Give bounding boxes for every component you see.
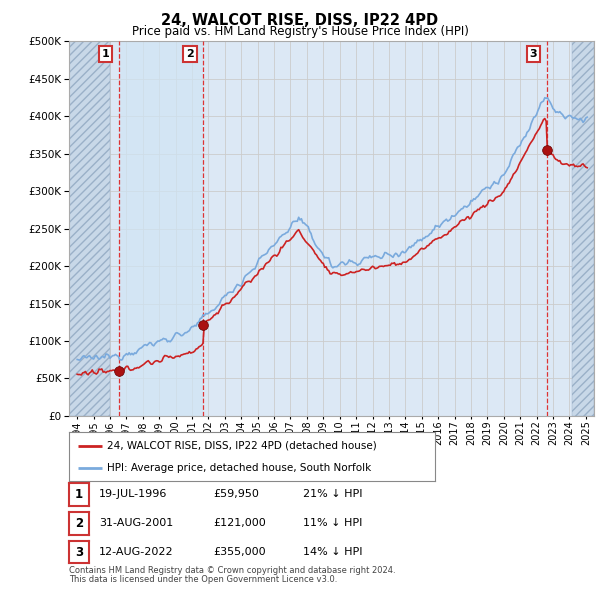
Text: 11% ↓ HPI: 11% ↓ HPI <box>303 519 362 528</box>
Text: 2: 2 <box>75 517 83 530</box>
Bar <box>69 41 110 416</box>
Text: This data is licensed under the Open Government Licence v3.0.: This data is licensed under the Open Gov… <box>69 575 337 584</box>
Text: £59,950: £59,950 <box>213 490 259 499</box>
Text: Contains HM Land Registry data © Crown copyright and database right 2024.: Contains HM Land Registry data © Crown c… <box>69 566 395 575</box>
Text: Price paid vs. HM Land Registry's House Price Index (HPI): Price paid vs. HM Land Registry's House … <box>131 25 469 38</box>
Text: 1: 1 <box>102 49 110 59</box>
Text: 12-AUG-2022: 12-AUG-2022 <box>99 548 173 557</box>
Text: 24, WALCOT RISE, DISS, IP22 4PD (detached house): 24, WALCOT RISE, DISS, IP22 4PD (detache… <box>107 441 377 451</box>
Text: 3: 3 <box>75 546 83 559</box>
Text: £355,000: £355,000 <box>213 548 266 557</box>
Text: 19-JUL-1996: 19-JUL-1996 <box>99 490 167 499</box>
Text: HPI: Average price, detached house, South Norfolk: HPI: Average price, detached house, Sout… <box>107 463 371 473</box>
Text: 14% ↓ HPI: 14% ↓ HPI <box>303 548 362 557</box>
Text: 3: 3 <box>530 49 538 59</box>
Bar <box>119 41 203 416</box>
Text: 21% ↓ HPI: 21% ↓ HPI <box>303 490 362 499</box>
Text: 31-AUG-2001: 31-AUG-2001 <box>99 519 173 528</box>
Bar <box>572 41 594 416</box>
Text: 2: 2 <box>186 49 194 59</box>
Text: 24, WALCOT RISE, DISS, IP22 4PD: 24, WALCOT RISE, DISS, IP22 4PD <box>161 13 439 28</box>
Text: 1: 1 <box>75 488 83 501</box>
Text: £121,000: £121,000 <box>213 519 266 528</box>
